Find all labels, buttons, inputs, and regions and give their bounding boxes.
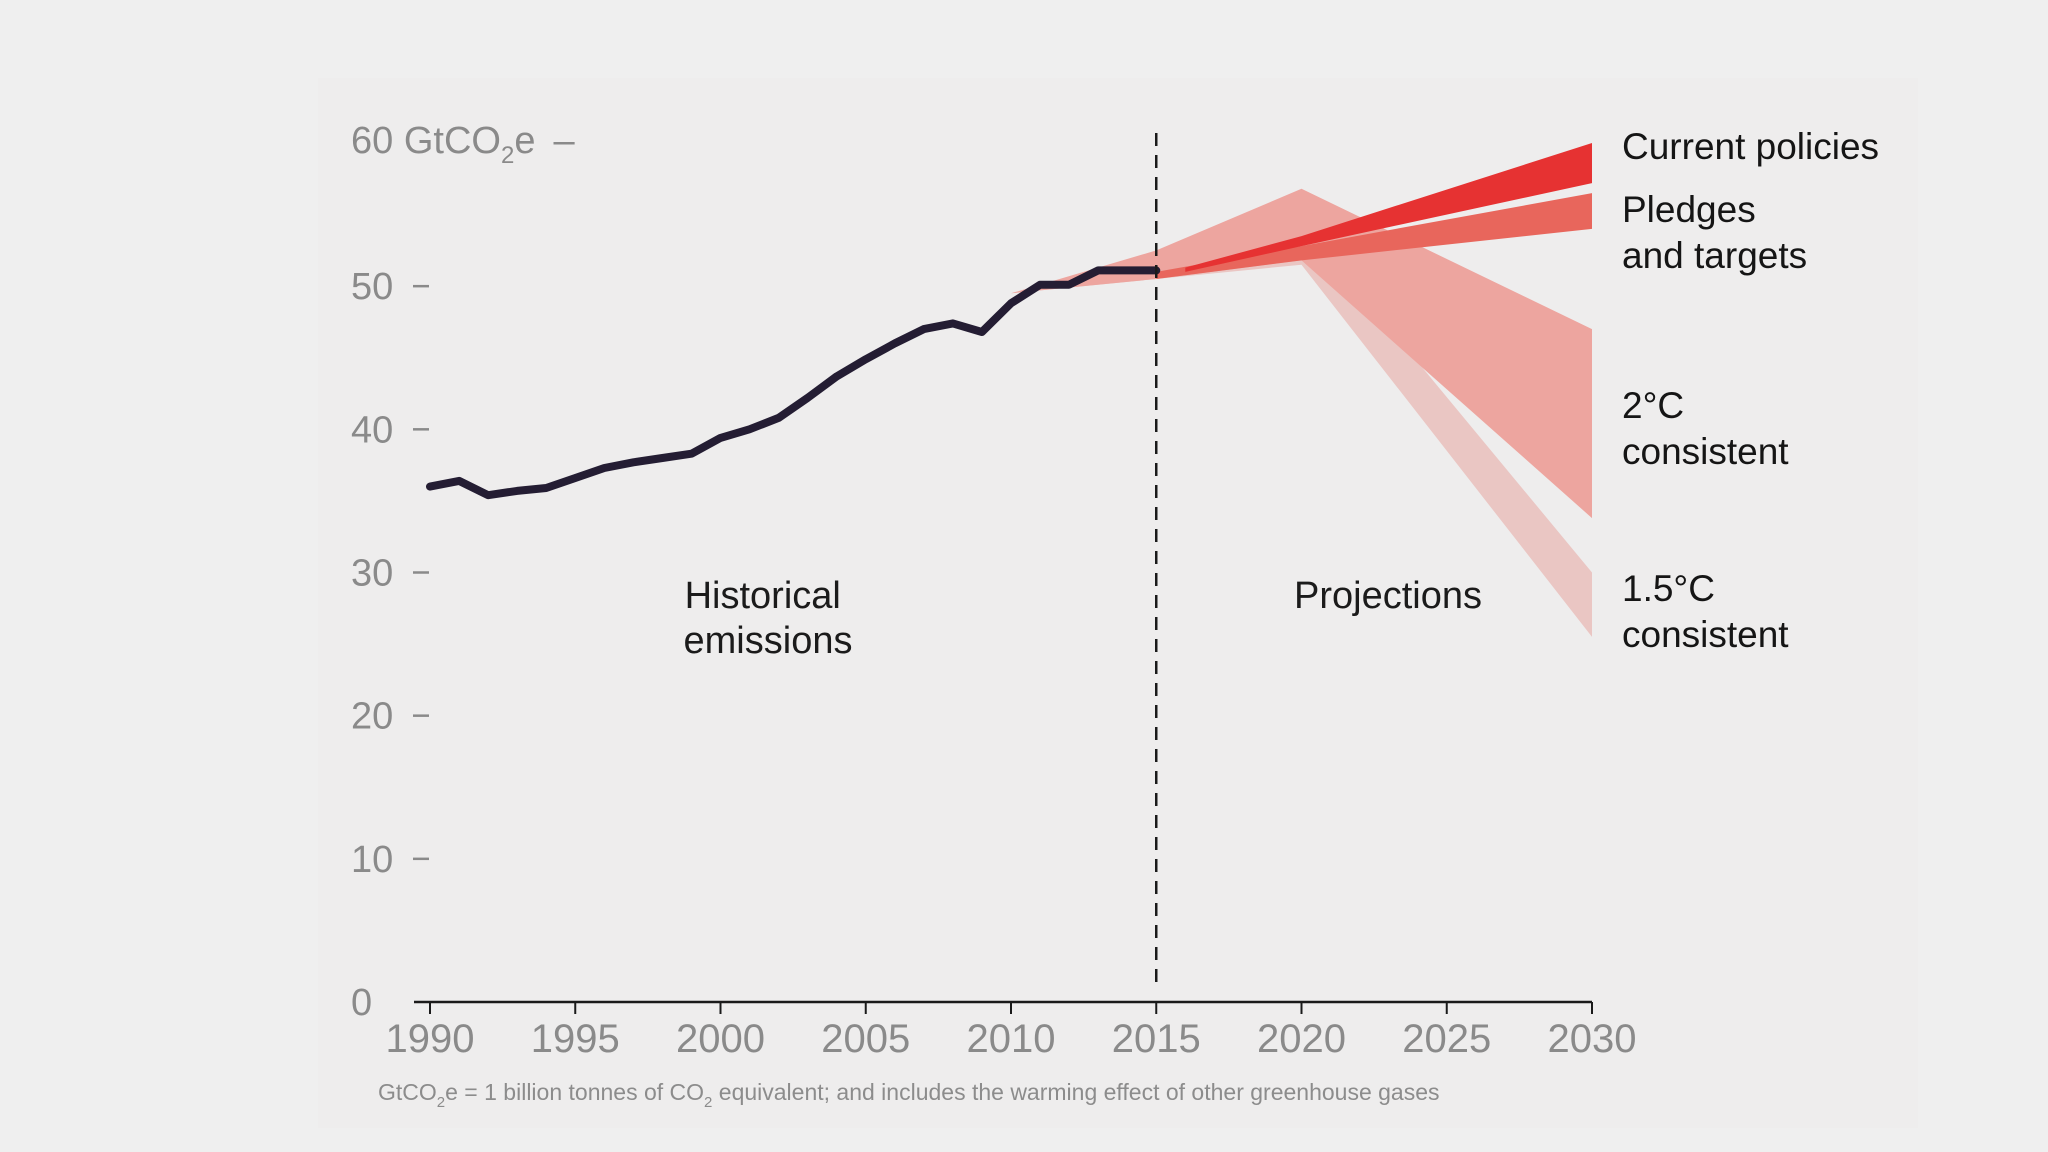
label-2c-consistent: 2°C consistent (1622, 385, 1789, 472)
projection-bands (1011, 143, 1592, 637)
y-tick-label-0: 0 (351, 982, 372, 1024)
x-tick-label-1990: 1990 (386, 1017, 475, 1061)
annotation-historical-emissions: Historical emissions (684, 575, 853, 662)
historical-emissions-line (426, 266, 1161, 500)
x-tick-label-2020: 2020 (1257, 1017, 1346, 1061)
y-tick-label-30: 30 (351, 553, 393, 595)
x-tick-label-2010: 2010 (967, 1017, 1056, 1061)
y-tick-label-40: 40 (351, 409, 393, 451)
footnote: GtCO2e = 1 billion tonnes of CO2 equival… (378, 1079, 1440, 1111)
x-tick-label-2025: 2025 (1402, 1017, 1491, 1061)
annotation-projections: Projections (1294, 575, 1482, 617)
y-tick-label-20: 20 (351, 696, 393, 738)
x-axis-ticks: 1990 1995 2000 2005 2010 2015 2020 2025 2030 (386, 1002, 1637, 1061)
band-pledges-and-targets (1156, 193, 1592, 279)
y-axis-top-label: 60 GtCO2e – (351, 120, 575, 169)
x-tick-label-1995: 1995 (531, 1017, 620, 1061)
label-pledges-and-targets: Pledges and targets (1622, 189, 1807, 276)
y-axis-ticks: 0 10 20 30 40 50 (351, 266, 429, 1024)
y-tick-label-10: 10 (351, 839, 393, 881)
label-1-5c-consistent: 1.5°C consistent (1622, 568, 1789, 655)
x-tick-label-2000: 2000 (676, 1017, 765, 1061)
label-current-policies: Current policies (1622, 126, 1879, 167)
x-tick-label-2005: 2005 (821, 1017, 910, 1061)
x-tick-label-2015: 2015 (1112, 1017, 1201, 1061)
x-tick-label-2030: 2030 (1548, 1017, 1637, 1061)
band-current-policies (1185, 143, 1592, 272)
y-tick-label-50: 50 (351, 266, 393, 308)
chart-panel (318, 78, 1918, 1128)
